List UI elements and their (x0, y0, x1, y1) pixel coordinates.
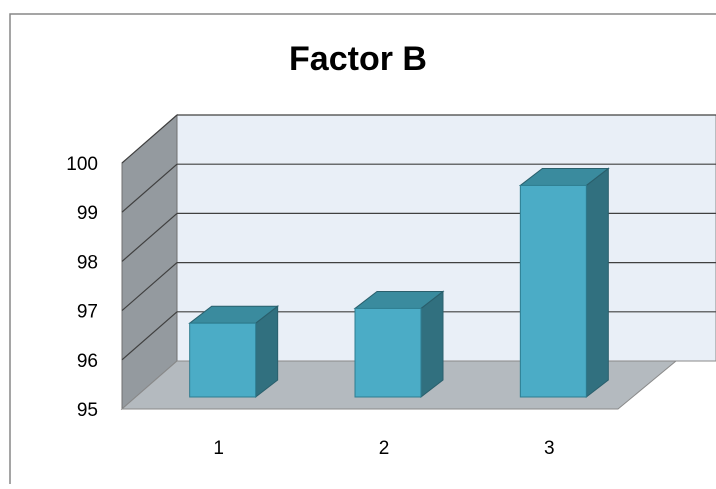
y-tick-label: 96 (77, 351, 98, 372)
gridline-side (121, 163, 178, 213)
chart-title: Factor B (289, 40, 427, 78)
y-tick-label: 97 (77, 302, 98, 323)
bar-front (354, 307, 422, 398)
gridline-side (121, 311, 178, 361)
x-tick-label: 1 (213, 438, 224, 459)
y-tick-label: 99 (77, 203, 98, 224)
chart-border (9, 13, 716, 484)
bar-3 (518, 167, 610, 399)
bar-side (420, 290, 444, 399)
side-wall (121, 113, 178, 411)
bar-front (519, 184, 587, 398)
y-tick-label: 100 (66, 154, 98, 175)
bar-front (189, 322, 257, 398)
bar-1 (188, 305, 280, 399)
y-tick-label: 95 (77, 400, 98, 421)
bar-side (585, 167, 609, 399)
gridline-side (121, 212, 178, 262)
gridline-side (121, 262, 178, 312)
x-tick-label: 3 (544, 438, 555, 459)
bar-2 (353, 290, 445, 399)
y-tick-label: 98 (77, 252, 98, 273)
gridline-side (121, 114, 178, 164)
x-tick-label: 2 (379, 438, 390, 459)
